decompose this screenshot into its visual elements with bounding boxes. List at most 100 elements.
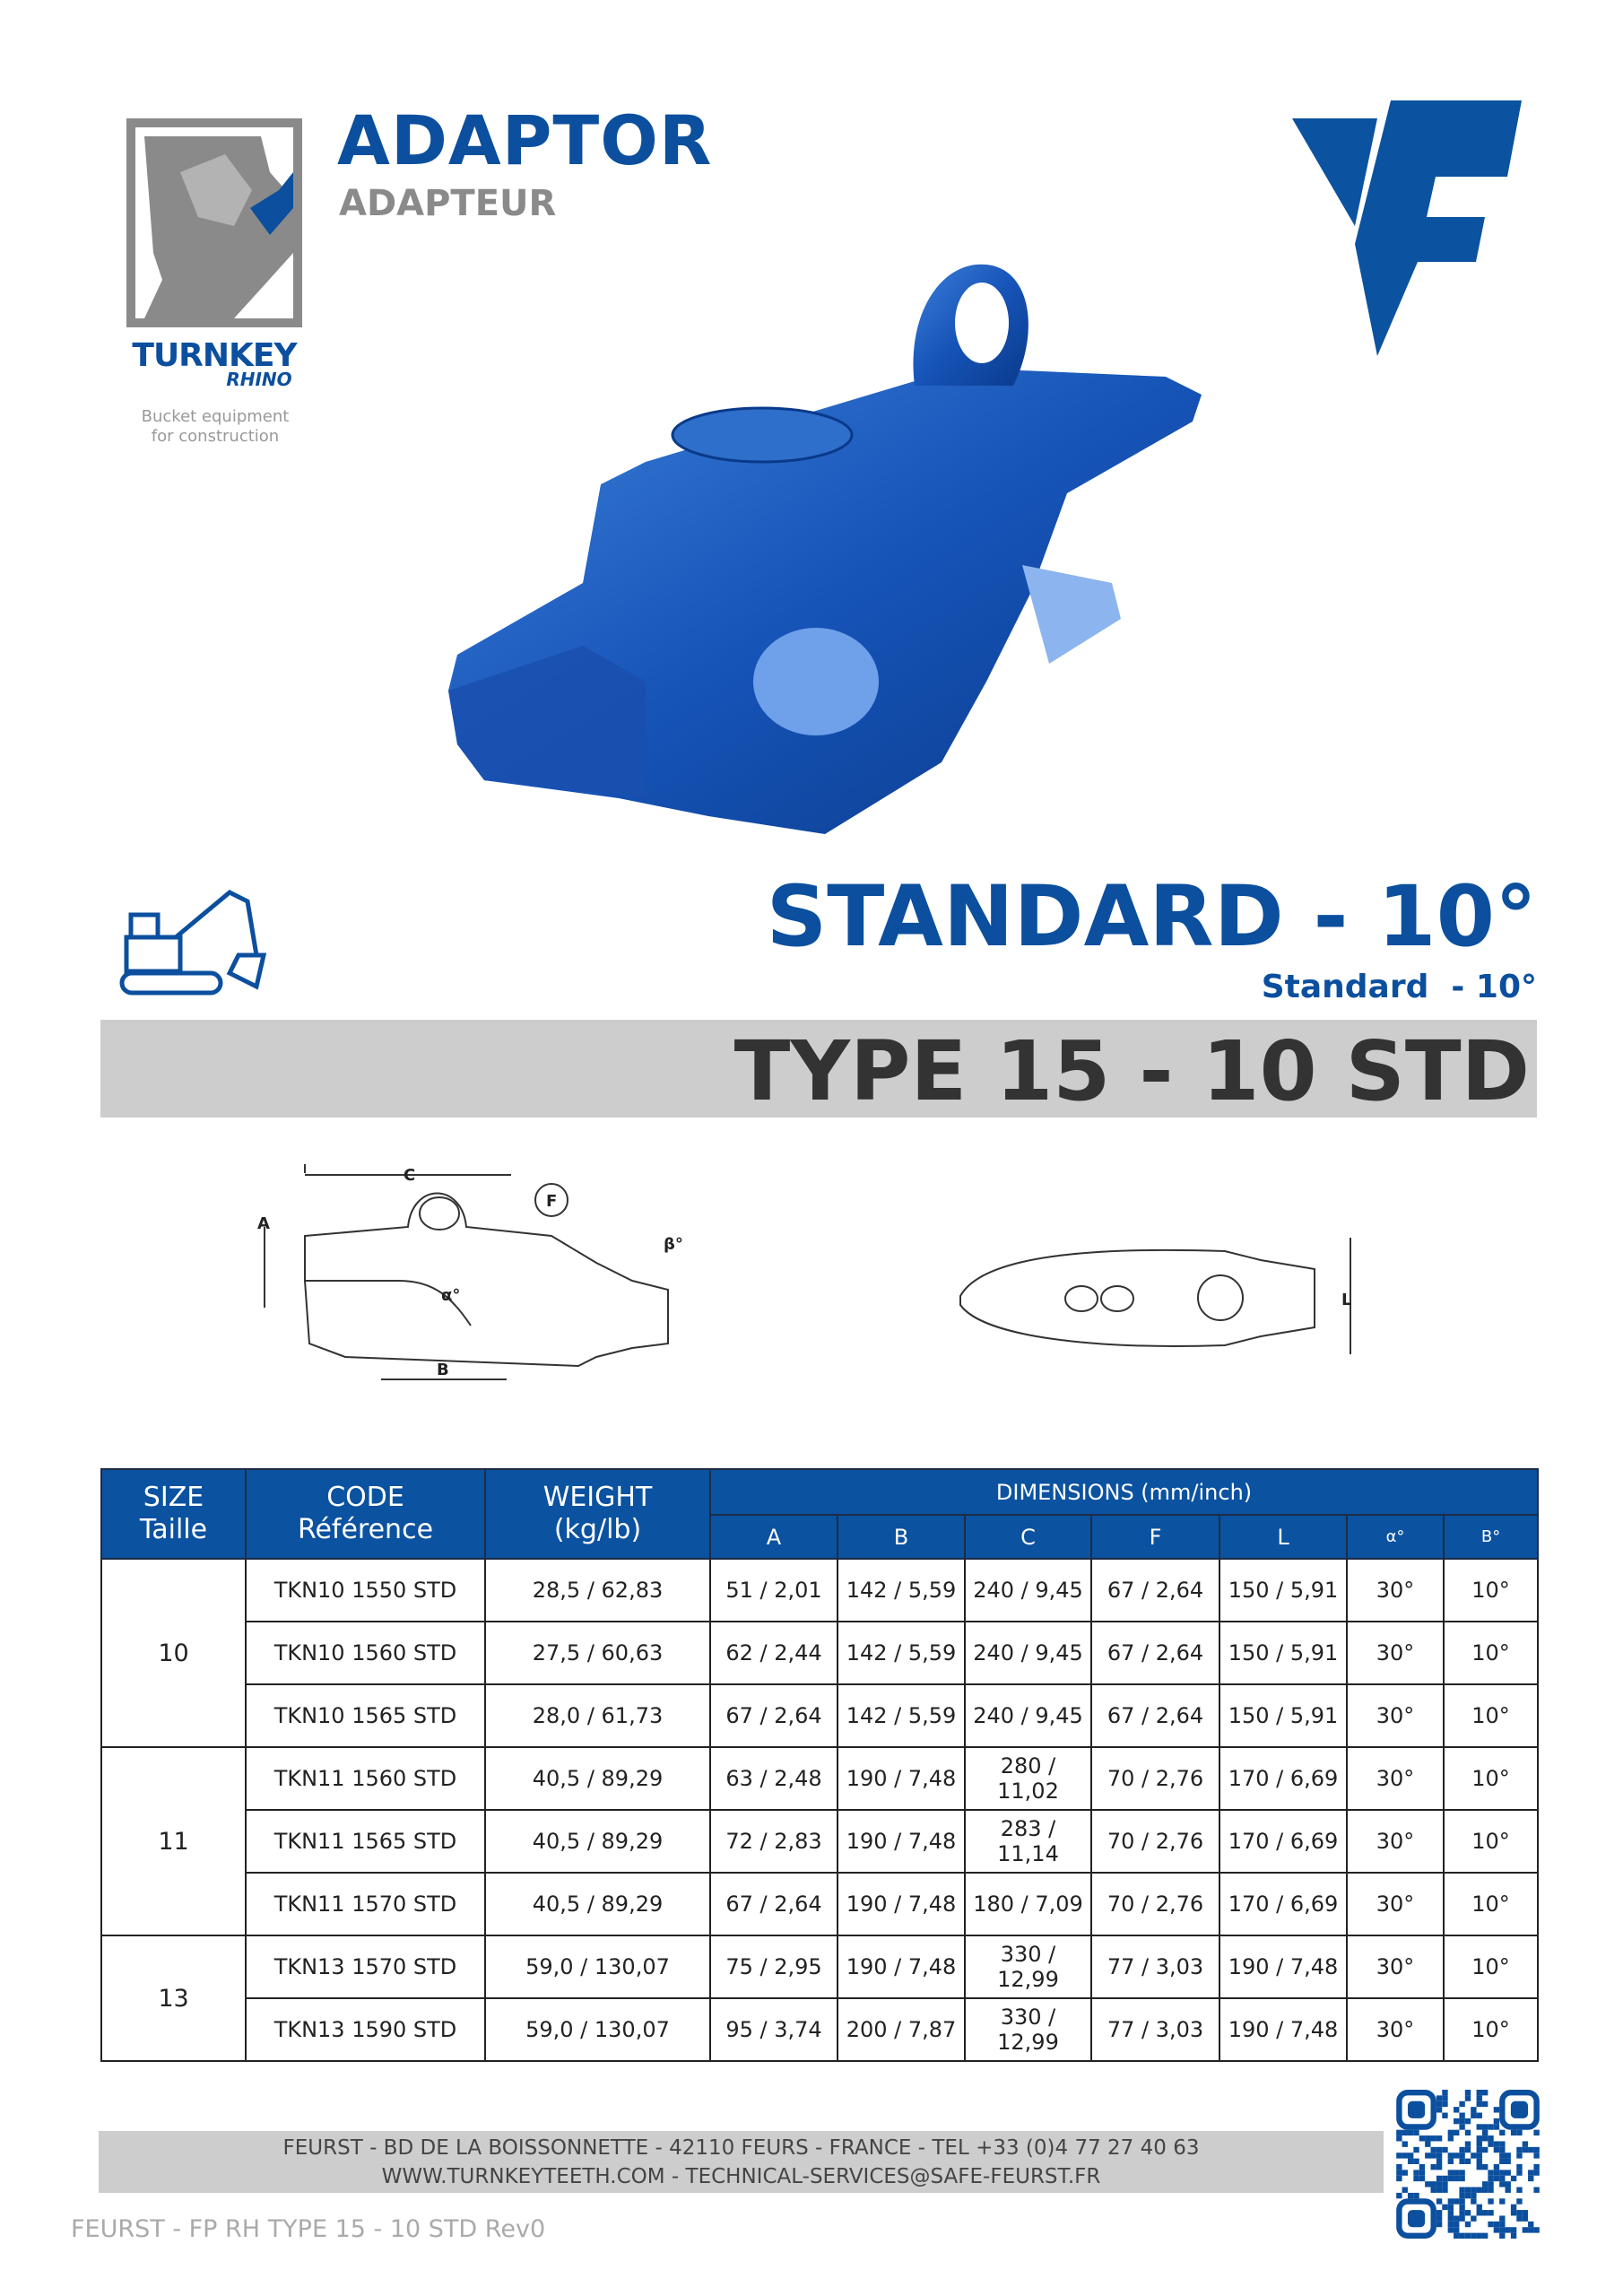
table-row: 11 TKN11 1560 STD 40,5 / 89,29 63 / 2,48 190… [100,1746,1540,1936]
header-dim-6: B° [1442,1514,1540,1560]
tagline: Bucket equipment for construction [99,407,332,447]
cell-L: 190 / 7,48 [1219,1935,1348,1999]
label-beta: β° [664,1235,683,1254]
cell-alpha: 30° [1346,1621,1445,1685]
cell-L: 170 / 6,69 [1219,1872,1348,1936]
header-dim-0: A [709,1514,838,1560]
cell-A: 72 / 2,83 [709,1809,838,1874]
table-row: TKN11 1565 STD 40,5 / 89,29 72 / 2,83 190 /… [101,1809,1540,1874]
cell-weight: 40,5 / 89,29 [484,1746,711,1811]
cell-F: 67 / 2,64 [1090,1683,1220,1748]
cell-A: 95 / 3,74 [709,1997,838,2062]
cell-F: 70 / 2,76 [1090,1872,1220,1936]
cell-beta: 10° [1442,1872,1540,1936]
size-cell: 11 [100,1746,247,1936]
table-row: TKN11 1570 STD 40,5 / 89,29 67 / 2,64 190 /… [101,1872,1540,1936]
cell-C: 330 / 12,99 [964,1935,1092,1999]
cell-C: 180 / 7,09 [964,1872,1092,1936]
cell-C: 240 / 9,45 [964,1621,1092,1685]
cell-A: 67 / 2,64 [709,1683,838,1748]
type-title: TYPE 15 - 10 STD [733,1023,1530,1119]
cell-beta: 10° [1442,1935,1540,1999]
cell-beta: 10° [1442,1809,1540,1874]
document-reference: FEURST - FP RH TYPE 15 - 10 STD Rev0 [71,2215,546,2243]
cell-B: 190 / 7,48 [837,1935,966,1999]
label-b: B [437,1361,449,1379]
brand: TURNKEY RHINO [126,337,302,390]
cell-beta: 10° [1442,1746,1540,1811]
label-a: A [257,1214,270,1233]
cell-C: 280 / 11,02 [964,1746,1092,1811]
cell-alpha: 30° [1346,1935,1445,1999]
qr-code [1396,2090,1540,2239]
cell-B: 190 / 7,48 [837,1872,966,1936]
cell-B: 200 / 7,87 [837,1997,966,2062]
cell-C: 240 / 9,45 [964,1558,1092,1622]
excavator-icon [113,883,267,1005]
cell-L: 190 / 7,48 [1219,1997,1348,2062]
table-row: 13 TKN13 1570 STD 59,0 / 130,07 75 / 2,95 19… [100,1935,1540,2062]
cell-F: 67 / 2,64 [1090,1621,1220,1685]
table-row: 10 TKN10 1550 STD 28,5 / 62,83 51 / 2,01 142… [100,1558,1540,1748]
cell-B: 190 / 7,48 [837,1746,966,1811]
cell-alpha: 30° [1346,1683,1445,1748]
type-band: TYPE 15 - 10 STD [100,1020,1537,1119]
header-weight: WEIGHT (kg/lb) [484,1468,711,1560]
cell-code: TKN10 1565 STD [245,1683,486,1748]
page-subtitle: ADAPTEUR [339,183,557,224]
cell-A: 62 / 2,44 [709,1621,838,1685]
page-title: ADAPTOR [337,100,713,180]
cell-C: 330 / 12,99 [964,1997,1092,2062]
cell-alpha: 30° [1346,1746,1445,1811]
cell-weight: 59,0 / 130,07 [484,1935,711,1999]
profile-subtitle: Standard - 10° [1261,969,1537,1005]
cell-alpha: 30° [1346,1558,1445,1622]
cell-weight: 27,5 / 60,63 [484,1621,711,1685]
cell-F: 70 / 2,76 [1090,1746,1220,1811]
brand-name: TURNKEY [132,337,297,374]
header-code: CODE Référence [245,1468,486,1560]
table-row: TKN10 1560 STD 27,5 / 60,63 62 / 2,44 142 /… [101,1621,1540,1685]
footer-address: FEURST - BD DE LA BOISSONNETTE - 42110 F… [282,2136,1200,2160]
cell-beta: 10° [1442,1683,1540,1748]
dimensions-table: SIZE Taille CODE Référence WEIGHT (kg/lb) D… [100,1468,1540,2062]
cell-B: 142 / 5,59 [837,1683,966,1748]
cell-B: 142 / 5,59 [837,1558,966,1622]
cell-code: TKN11 1570 STD [245,1872,486,1936]
cell-code: TKN10 1560 STD [245,1621,486,1685]
header-dimensions: DIMENSIONS (mm/inch) [708,1468,1540,1516]
cell-code: TKN11 1560 STD [245,1746,486,1811]
cell-F: 77 / 3,03 [1090,1997,1220,2062]
cell-A: 75 / 2,95 [709,1935,838,1999]
label-f: F [546,1192,557,1211]
footer-contact: FEURST - BD DE LA BOISSONNETTE - 42110 F… [99,2131,1384,2193]
cell-weight: 40,5 / 89,29 [484,1872,711,1936]
cell-F: 67 / 2,64 [1090,1558,1220,1622]
cell-code: TKN13 1590 STD [245,1997,486,2062]
brand-sub: RHINO [226,369,292,390]
cell-beta: 10° [1442,1558,1540,1622]
label-alpha: α° [441,1286,460,1305]
header-dim-5: α° [1346,1514,1445,1560]
cell-beta: 10° [1442,1621,1540,1685]
turnkey-rhino-logo [126,118,302,327]
cell-weight: 28,0 / 61,73 [484,1683,711,1748]
cell-B: 142 / 5,59 [837,1621,966,1685]
cell-C: 283 / 11,14 [964,1809,1092,1874]
cell-L: 150 / 5,91 [1219,1621,1348,1685]
cell-beta: 10° [1442,1997,1540,2062]
footer-web-email: WWW.TURNKEYTEETH.COM - TECHNICAL-SERVICE… [381,2165,1101,2188]
adaptor-product-image [439,260,1219,847]
cell-L: 170 / 6,69 [1219,1746,1348,1811]
cell-L: 170 / 6,69 [1219,1809,1348,1874]
cell-weight: 28,5 / 62,83 [484,1558,711,1622]
cell-A: 51 / 2,01 [709,1558,838,1622]
header-dim-1: B [837,1514,966,1560]
table-row: TKN13 1590 STD 59,0 / 130,07 95 / 3,74 200 … [101,1997,1540,2062]
cell-weight: 59,0 / 130,07 [484,1997,711,2062]
cell-F: 77 / 3,03 [1090,1935,1220,1999]
cell-alpha: 30° [1346,1809,1445,1874]
cell-A: 67 / 2,64 [709,1872,838,1936]
table-row: TKN10 1565 STD 28,0 / 61,73 67 / 2,64 142 /… [101,1683,1540,1748]
cell-L: 150 / 5,91 [1219,1683,1348,1748]
